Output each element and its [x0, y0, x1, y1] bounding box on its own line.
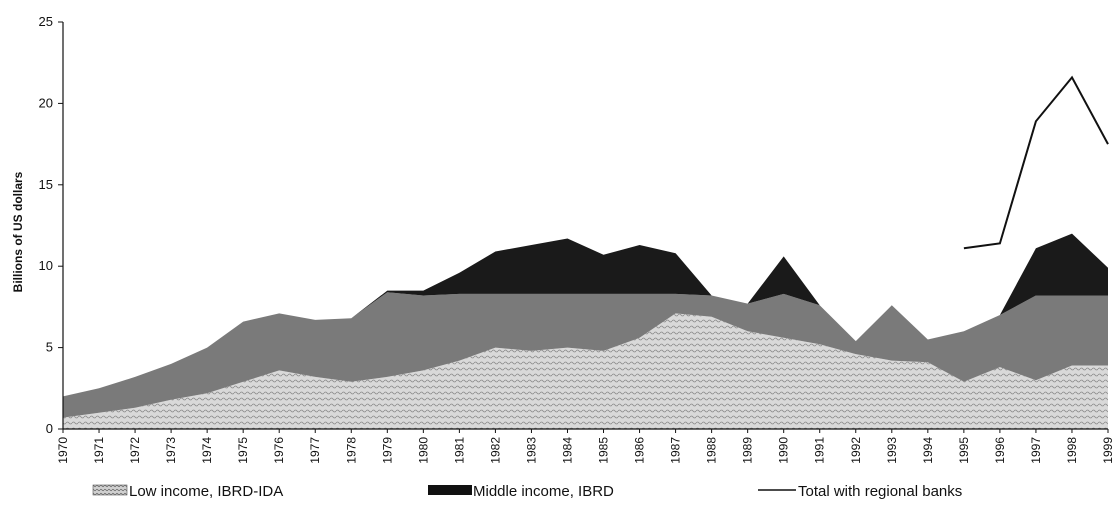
y-tick-label: 15 [39, 177, 53, 192]
x-tick-label: 1990 [777, 437, 791, 464]
y-tick-label: 0 [46, 421, 53, 436]
x-tick-label: 1976 [272, 437, 286, 464]
x-tick-label: 1985 [597, 437, 611, 464]
x-tick-label: 1995 [957, 437, 971, 464]
x-tick-label: 1970 [56, 437, 70, 464]
x-tick-label: 1998 [1065, 437, 1079, 464]
x-tick-label: 1986 [633, 437, 647, 464]
x-tick-label: 1989 [741, 437, 755, 464]
y-tick-label: 5 [46, 340, 53, 355]
y-tick-label: 20 [39, 95, 53, 110]
x-tick-label: 1975 [236, 437, 250, 464]
area-low-income-ibrd-ida [63, 313, 1108, 429]
legend-swatch-low-income [92, 484, 128, 496]
line-series-group [963, 75, 1109, 250]
area-layer-2 [63, 292, 1108, 418]
x-tick-label: 1997 [1029, 437, 1043, 464]
y-tick-label: 10 [39, 258, 53, 273]
x-tick-label: 1979 [380, 437, 394, 464]
x-tick-label: 1993 [885, 437, 899, 464]
legend-swatch-middle-income [428, 485, 472, 495]
x-tick-label: 1992 [849, 437, 863, 464]
x-tick-label: 1984 [561, 437, 575, 464]
x-tick-label: 1982 [488, 437, 502, 464]
legend: Low income, IBRD-IDA Middle income, IBRD… [92, 483, 962, 500]
x-tick-label: 1971 [92, 437, 106, 464]
x-tick-label: 1980 [416, 437, 430, 464]
legend-item-total: Total with regional banks [758, 483, 962, 500]
x-tick-label: 1994 [921, 437, 935, 464]
x-tick-label: 1972 [128, 437, 142, 464]
x-tick-label: 1978 [344, 437, 358, 464]
x-tick-label: 1987 [669, 437, 683, 464]
x-tick-label: 1981 [452, 437, 466, 464]
area-middle-income-ibrd [63, 233, 1108, 397]
area-layers [63, 233, 1108, 429]
x-tick-label: 1974 [200, 437, 214, 464]
line-total-with-regional-banks [963, 75, 1109, 250]
y-ticks: 0 5 10 15 20 25 [39, 14, 63, 436]
legend-label-low-income: Low income, IBRD-IDA [129, 483, 283, 500]
x-tick-label: 1973 [164, 437, 178, 464]
legend-item-middle-income: Middle income, IBRD [428, 483, 614, 500]
y-axis-label: Billions of US dollars [11, 171, 25, 292]
x-tick-label: 1977 [308, 437, 322, 464]
x-tick-label: 1983 [524, 437, 538, 464]
x-tick-label: 1999 [1101, 437, 1112, 464]
legend-item-low-income: Low income, IBRD-IDA [92, 483, 283, 500]
x-tick-label: 1991 [813, 437, 827, 464]
legend-label-middle-income: Middle income, IBRD [473, 483, 614, 500]
y-tick-label: 25 [39, 14, 53, 29]
x-tick-label: 1996 [993, 437, 1007, 464]
x-tick-label: 1988 [705, 437, 719, 464]
x-ticks: 1970 1971 1972 1973 1974 1975 1976 1977 1978 1979… [56, 429, 1112, 464]
legend-label-total: Total with regional banks [798, 483, 962, 500]
